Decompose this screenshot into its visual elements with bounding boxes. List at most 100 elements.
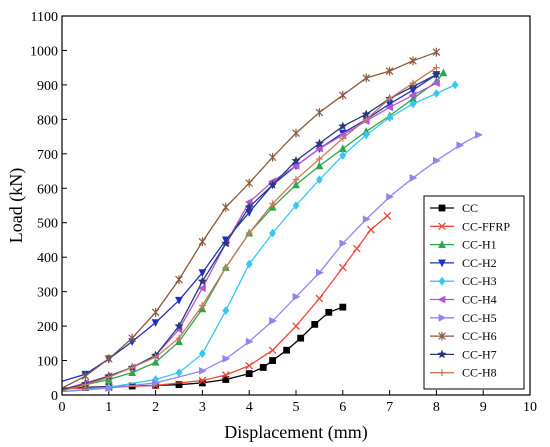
data-point-cc-h1 xyxy=(439,68,448,77)
data-point-cc-h6 xyxy=(81,371,90,381)
data-point-cc-h6 xyxy=(198,237,207,247)
x-tick-label: 2 xyxy=(152,400,159,415)
data-point-cc-h5 xyxy=(199,366,207,375)
y-tick-label: 800 xyxy=(37,113,58,128)
data-point-cc-h2 xyxy=(198,269,207,278)
data-point-cc-h6 xyxy=(432,47,441,57)
x-tick-label: 5 xyxy=(293,400,300,415)
data-point-cc-h5 xyxy=(292,292,301,301)
data-point-cc-h7 xyxy=(291,155,301,165)
data-point-cc-h8 xyxy=(128,364,136,371)
legend-label: CC-H2 xyxy=(462,256,497,270)
data-point-cc-h6 xyxy=(104,354,113,364)
data-point-cc-h8 xyxy=(222,264,230,271)
data-point-cc-h2 xyxy=(151,319,160,328)
legend-swatch-marker xyxy=(437,349,447,359)
data-point-cc-h5 xyxy=(222,354,231,363)
data-point-cc-h5 xyxy=(316,268,324,277)
legend-label: CC-H3 xyxy=(462,274,497,288)
data-point-cc-h6 xyxy=(292,128,300,138)
data-point-cc xyxy=(259,364,267,371)
data-point-cc-h1 xyxy=(292,180,300,189)
data-point-cc-h4 xyxy=(291,161,300,170)
data-point-cc-h4 xyxy=(244,198,253,206)
legend-swatch-marker xyxy=(438,313,447,322)
data-point-cc-h5 xyxy=(105,384,114,393)
y-tick-label: 200 xyxy=(37,320,58,335)
x-tick-label: 7 xyxy=(386,400,393,415)
data-point-cc-ffrp xyxy=(198,376,207,385)
data-point-cc-h1 xyxy=(128,368,137,377)
legend: CC CC-FFRP CC-H1 CC-H2 CC-H3 CC-H4 CC-H5 CC-H6 C… xyxy=(423,195,525,390)
legend-label: CC-H5 xyxy=(462,311,497,325)
data-point-cc-h7 xyxy=(174,321,184,330)
y-tick-label: 500 xyxy=(37,217,58,232)
data-point-cc-h6 xyxy=(245,178,254,188)
y-tick-label: 600 xyxy=(37,182,58,197)
legend-swatch-marker xyxy=(438,276,446,286)
data-point-cc-h6 xyxy=(175,275,183,284)
series-cc-h5 xyxy=(61,130,483,393)
data-point-cc-h3 xyxy=(362,130,370,140)
series-layer xyxy=(61,47,483,393)
data-point-cc-h3 xyxy=(339,151,347,160)
data-point-cc-h6 xyxy=(315,108,324,117)
data-point-cc-h5 xyxy=(386,192,394,201)
series-line-cc-h5 xyxy=(61,134,479,393)
data-point-cc-h6 xyxy=(362,73,371,83)
data-point-cc-h3 xyxy=(199,349,206,359)
legend-item-cc-h2: CC-H2 xyxy=(430,256,497,270)
x-tick-label: 9 xyxy=(480,400,487,415)
data-point-cc-h8 xyxy=(245,229,253,237)
legend-item-cc-h7: CC-H7 xyxy=(430,347,497,361)
y-tick-label: 100 xyxy=(37,355,58,370)
series-cc-h8 xyxy=(61,64,440,392)
data-point-cc-h2 xyxy=(385,100,394,109)
data-point-cc-h5 xyxy=(433,156,441,165)
data-point-cc-h6 xyxy=(221,202,230,212)
axis-ticks: 0 1 2 3 4 5 6 7 8 9 100100200300400500600700800900… xyxy=(30,10,537,415)
x-tick-label: 0 xyxy=(59,400,66,415)
legend-item-cc-h6: CC-H6 xyxy=(430,329,497,343)
data-point-cc-h7 xyxy=(338,121,348,131)
data-point-cc-ffrp xyxy=(268,346,277,355)
data-point-cc-h8 xyxy=(105,373,113,381)
data-point-cc-h7 xyxy=(431,69,441,79)
data-point-cc-h3 xyxy=(316,175,323,185)
x-tick-label: 10 xyxy=(523,400,537,415)
data-point-cc xyxy=(245,370,253,378)
data-point-cc-h3 xyxy=(175,368,183,378)
data-point-cc-h4 xyxy=(385,103,393,112)
data-point-cc-h3 xyxy=(409,99,417,109)
legend-item-cc-h1: CC-H1 xyxy=(430,238,497,252)
legend-label: CC-H8 xyxy=(462,366,497,380)
y-tick-label: 700 xyxy=(37,148,58,163)
legend-swatch-marker xyxy=(437,295,446,304)
data-point-cc-h8 xyxy=(292,176,300,184)
y-tick-label: 900 xyxy=(37,79,58,94)
data-point-cc xyxy=(222,376,230,383)
legend-label: CC-H1 xyxy=(462,238,497,252)
series-cc-h6 xyxy=(61,47,441,389)
series-line-cc-h3 xyxy=(61,84,456,393)
data-point-cc xyxy=(175,381,183,389)
data-point-cc-h3 xyxy=(386,113,393,123)
data-point-cc-h4 xyxy=(408,91,417,100)
data-point-cc-ffrp xyxy=(352,244,361,253)
legend-swatch-marker xyxy=(438,259,446,268)
data-point-cc-h6 xyxy=(409,56,417,66)
series-cc-ffrp xyxy=(61,211,392,392)
data-point-cc-h2 xyxy=(175,296,183,305)
data-point-cc-h5 xyxy=(269,317,277,325)
data-point-cc-h7 xyxy=(221,238,231,248)
x-tick-label: 1 xyxy=(105,400,112,415)
y-axis-title: Load (kN) xyxy=(6,168,27,243)
legend-swatch-marker xyxy=(438,240,446,248)
data-point-cc-h8 xyxy=(362,115,370,123)
series-line-cc-h2 xyxy=(61,74,437,382)
data-point-cc-h1 xyxy=(409,94,417,103)
data-point-cc-ffrp xyxy=(221,371,230,379)
legend-swatch-marker xyxy=(438,222,446,231)
y-tick-label: 0 xyxy=(51,389,58,404)
